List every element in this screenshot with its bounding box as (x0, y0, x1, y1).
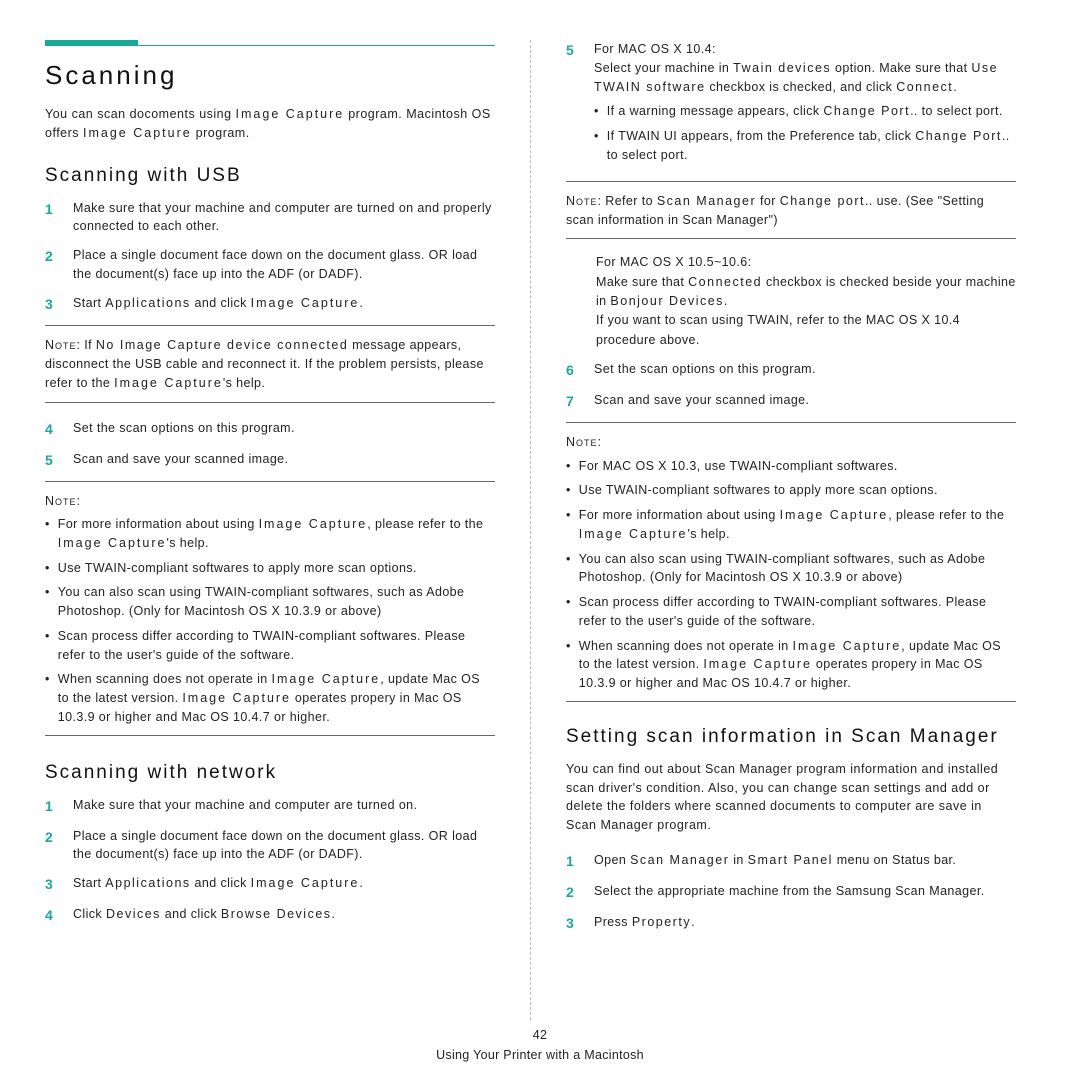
net-steps-67: 6Set the scan options on this program. 7… (566, 360, 1016, 412)
rule (566, 238, 1016, 239)
usb-note-2-label: Note: (45, 492, 495, 511)
bullet: For MAC OS X 10.3, use TWAIN-compliant s… (566, 457, 1016, 476)
main-title: Scanning (45, 60, 495, 91)
bullet: Scan process differ according to TWAIN-c… (566, 593, 1016, 631)
right-note-bullets: For MAC OS X 10.3, use TWAIN-compliant s… (566, 457, 1016, 693)
bullet: When scanning does not operate in Image … (566, 637, 1016, 693)
accent-bar (45, 40, 138, 45)
net-step-6: Set the scan options on this program. (594, 360, 1016, 381)
rule (45, 325, 495, 326)
usb-step-5: Scan and save your scanned image. (73, 450, 495, 471)
scanmgr-step-1: Open Scan Manager in Smart Panel menu on… (594, 851, 1016, 872)
step5-body: For MAC OS X 10.4: Select your machine i… (594, 40, 1016, 171)
title-accent (45, 40, 495, 46)
scanmgr-steps: 1Open Scan Manager in Smart Panel menu o… (566, 851, 1016, 934)
usb-step-1: Make sure that your machine and computer… (73, 199, 495, 237)
rule (45, 481, 495, 482)
os105-block: For MAC OS X 10.5~10.6: Make sure that C… (566, 253, 1016, 350)
network-steps: 1Make sure that your machine and compute… (45, 796, 495, 927)
right-column: 5 For MAC OS X 10.4: Select your machine… (531, 40, 1021, 1020)
net-step-7: Scan and save your scanned image. (594, 391, 1016, 412)
usb-step-3: Start Applications and click Image Captu… (73, 294, 495, 315)
step5-sub-bullets: If a warning message appears, click Chan… (594, 102, 1016, 164)
usb-steps-2: 4Set the scan options on this program. 5… (45, 419, 495, 471)
page-number: 42 (0, 1028, 1080, 1042)
left-column: Scanning You can scan docoments using Im… (40, 40, 530, 1020)
note-ref: Note: Refer to Scan Manager for Change p… (566, 192, 1016, 231)
sub-bullet: If a warning message appears, click Chan… (594, 102, 1016, 121)
usb-note-1: Note: If No Image Capture device connect… (45, 336, 495, 394)
usb-step-2: Place a single document face down on the… (73, 246, 495, 284)
net-step-1: Make sure that your machine and computer… (73, 796, 495, 817)
bullet: For more information about using Image C… (566, 506, 1016, 544)
rule (566, 422, 1016, 423)
net-step-3: Start Applications and click Image Captu… (73, 874, 495, 895)
rule (45, 402, 495, 403)
bullet: You can also scan using TWAIN-compliant … (566, 550, 1016, 588)
net-step-2: Place a single document face down on the… (73, 827, 495, 865)
page-footer: 42 Using Your Printer with a Macintosh (0, 1028, 1080, 1062)
intro-paragraph: You can scan docoments using Image Captu… (45, 105, 495, 143)
bullet: For more information about using Image C… (45, 515, 495, 553)
bullet: Use TWAIN-compliant softwares to apply m… (566, 481, 1016, 500)
accent-rule (45, 45, 495, 46)
usb-step-4: Set the scan options on this program. (73, 419, 495, 440)
scanmgr-title: Setting scan information in Scan Manager (566, 726, 1016, 748)
rule (566, 701, 1016, 702)
bullet: Scan process differ according to TWAIN-c… (45, 627, 495, 665)
section-title: Using Your Printer with a Macintosh (0, 1048, 1080, 1062)
rule (566, 181, 1016, 182)
usb-note-2-bullets: For more information about using Image C… (45, 515, 495, 727)
net-step-5: 5 For MAC OS X 10.4: Select your machine… (566, 40, 1016, 171)
usb-title: Scanning with USB (45, 165, 495, 187)
scanmgr-step-3: Press Property. (594, 913, 1016, 934)
scanmgr-step-2: Select the appropriate machine from the … (594, 882, 1016, 903)
two-column-layout: Scanning You can scan docoments using Im… (40, 40, 1040, 1020)
bullet: Use TWAIN-compliant softwares to apply m… (45, 559, 495, 578)
net-step-4: Click Devices and click Browse Devices. (73, 905, 495, 926)
sub-bullet: If TWAIN UI appears, from the Preference… (594, 127, 1016, 165)
bullet: You can also scan using TWAIN-compliant … (45, 583, 495, 621)
right-note-label: Note: (566, 433, 1016, 452)
rule (45, 735, 495, 736)
bullet: When scanning does not operate in Image … (45, 670, 495, 726)
page: Scanning You can scan docoments using Im… (0, 0, 1080, 1080)
network-title: Scanning with network (45, 762, 495, 784)
usb-steps-1: 1Make sure that your machine and compute… (45, 199, 495, 315)
scanmgr-intro: You can find out about Scan Manager prog… (566, 760, 1016, 835)
